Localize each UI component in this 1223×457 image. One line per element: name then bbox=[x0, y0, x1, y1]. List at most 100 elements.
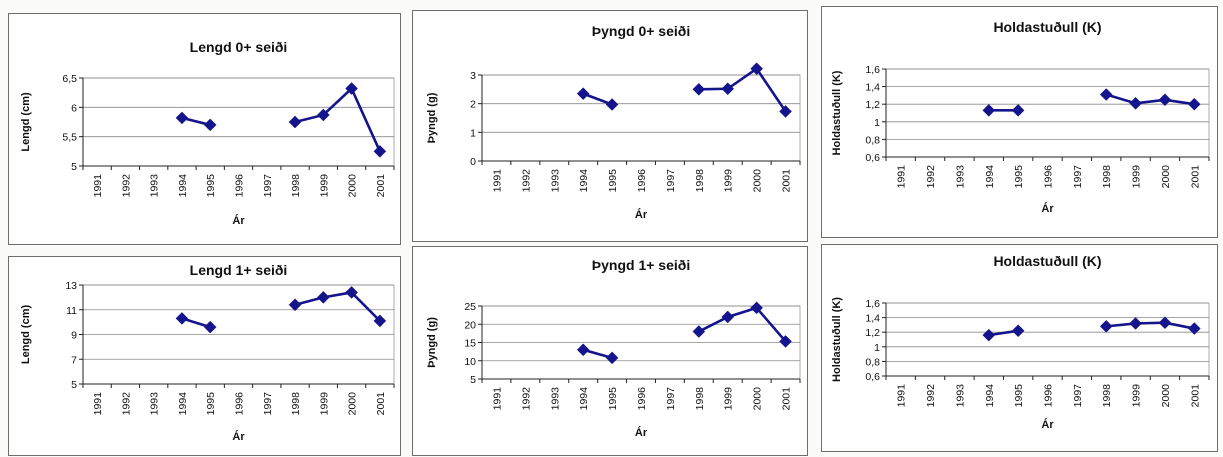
data-point bbox=[1011, 104, 1025, 117]
y-tick-label: 20 bbox=[464, 319, 476, 331]
x-tick-label: 1991 bbox=[92, 392, 104, 416]
x-tick-label: 1992 bbox=[925, 384, 937, 408]
x-axis-title: Ár bbox=[635, 426, 648, 439]
y-tick-label: 1,4 bbox=[865, 313, 880, 325]
chart-title: Lengd 1+ seiði bbox=[190, 262, 288, 278]
series-line bbox=[1105, 93, 1195, 106]
data-point bbox=[779, 105, 792, 118]
data-point bbox=[1187, 322, 1201, 335]
plot-area bbox=[481, 74, 801, 162]
x-tick-label: 1993 bbox=[149, 392, 161, 416]
x-tick-label: 1991 bbox=[896, 165, 908, 189]
data-point bbox=[345, 286, 358, 299]
y-tick-label: 5 bbox=[71, 161, 77, 173]
y-tick-label: 1 bbox=[874, 342, 880, 354]
y-tick-label: 1,4 bbox=[865, 82, 880, 94]
data-point bbox=[692, 82, 706, 96]
data-point bbox=[175, 111, 189, 125]
data-point bbox=[175, 312, 189, 325]
x-tick-label: 1992 bbox=[120, 174, 132, 198]
y-axis-title: Lengd (cm) bbox=[20, 92, 32, 152]
x-tick-label: 1992 bbox=[120, 392, 132, 416]
x-tick-label: 2000 bbox=[1160, 384, 1172, 408]
x-tick-label: 2000 bbox=[1160, 165, 1172, 189]
x-tick-label: 1995 bbox=[1013, 165, 1025, 189]
y-tick-label: 9 bbox=[71, 330, 77, 342]
x-tick-label: 2001 bbox=[781, 169, 793, 193]
y-axis-title: Þyngd (g) bbox=[426, 92, 438, 143]
y-tick-label: 1,6 bbox=[865, 298, 880, 310]
x-tick-label: 1997 bbox=[665, 169, 677, 193]
chart-lengd-0: Lengd 0+ seiði 5 5,5 6 6,5 1991 1992 1993 1994 19… bbox=[20, 39, 395, 227]
x-tick-label: 1993 bbox=[954, 165, 966, 189]
data-point bbox=[576, 343, 590, 357]
series-line bbox=[698, 66, 787, 113]
y-tick-label: 10 bbox=[464, 356, 476, 368]
data-point bbox=[605, 98, 619, 111]
y-tick-label: 6,5 bbox=[62, 73, 77, 85]
x-tick-label: 1995 bbox=[205, 174, 217, 198]
series-line bbox=[698, 306, 787, 343]
x-tick-label: 1993 bbox=[549, 169, 561, 193]
y-axis-title: Þyngd (g) bbox=[426, 317, 438, 368]
y-tick-label: 0,8 bbox=[865, 134, 880, 146]
y-tick-label: 1 bbox=[874, 117, 880, 129]
x-tick-label: 1996 bbox=[234, 174, 246, 198]
data-point bbox=[779, 335, 792, 348]
x-tick-label: 1995 bbox=[205, 392, 217, 416]
x-tick-label: 1996 bbox=[636, 169, 648, 193]
chart-thyngd-0: Þyngd 0+ seiði 0 1 2 3 1991 1992 1993 1994 1995 19… bbox=[426, 23, 801, 221]
x-tick-label: 1991 bbox=[491, 169, 503, 193]
x-tick-label: 1996 bbox=[636, 387, 648, 411]
y-tick-label: 6 bbox=[71, 102, 77, 114]
x-tick-label: 2000 bbox=[347, 392, 359, 416]
chart-title: Holdastuðull (K) bbox=[993, 19, 1101, 35]
x-tick-label: 1992 bbox=[520, 169, 532, 193]
series-line bbox=[294, 86, 382, 152]
data-point bbox=[1011, 324, 1025, 338]
x-tick-label: 1994 bbox=[578, 169, 590, 193]
y-tick-label: 15 bbox=[464, 338, 476, 350]
y-axis-title: Holdastuðull (K) bbox=[831, 70, 843, 155]
x-tick-label: 1998 bbox=[1101, 384, 1113, 408]
x-tick-label: 1993 bbox=[149, 174, 161, 198]
x-tick-label: 1999 bbox=[318, 392, 330, 416]
y-tick-label: 1,6 bbox=[865, 64, 880, 76]
x-tick-label: 1996 bbox=[1043, 384, 1055, 408]
data-point bbox=[373, 314, 387, 328]
x-tick-label: 1997 bbox=[1072, 384, 1084, 408]
y-tick-label: 11 bbox=[66, 305, 77, 317]
data-point bbox=[345, 82, 358, 95]
x-tick-label: 1995 bbox=[1013, 384, 1025, 408]
plot-area bbox=[885, 302, 1210, 377]
data-point bbox=[373, 144, 387, 158]
chart-panel-lengd-0: Lengd 0+ seiði 5 5,5 6 6,5 1991 1992 1993 1994 19… bbox=[8, 13, 401, 245]
x-tick-label: 1994 bbox=[177, 392, 189, 416]
chart-lengd-1: Lengd 1+ seiði 5 7 9 11 13 1991 1992 1993 1994 199… bbox=[20, 262, 395, 443]
y-tick-label: 5 bbox=[71, 379, 77, 391]
chart-panel-holdastudull-1: Holdastuðull (K) 0,6 0,8 1 1,2 1,4 1,6 1991 1992… bbox=[821, 244, 1218, 452]
chart-title: Lengd 0+ seiði bbox=[190, 39, 288, 55]
x-tick-label: 1997 bbox=[665, 387, 677, 411]
y-axis-title: Holdastuðull (K) bbox=[831, 297, 843, 382]
x-tick-label: 1998 bbox=[1101, 165, 1113, 189]
chart-holdastudull-1: Holdastuðull (K) 0,6 0,8 1 1,2 1,4 1,6 1991 1992… bbox=[831, 253, 1210, 431]
x-tick-label: 1999 bbox=[1131, 384, 1143, 408]
x-tick-label: 2001 bbox=[781, 387, 793, 411]
data-point bbox=[721, 310, 735, 324]
x-axis-title: Ár bbox=[232, 430, 245, 443]
chart-title: Þyngd 0+ seiði bbox=[592, 23, 690, 39]
data-point bbox=[203, 320, 217, 334]
x-tick-label: 2001 bbox=[375, 174, 387, 198]
y-tick-label: 1 bbox=[470, 127, 476, 139]
x-tick-label: 1997 bbox=[262, 392, 274, 416]
x-tick-label: 1993 bbox=[954, 384, 966, 408]
x-tick-label: 1992 bbox=[520, 387, 532, 411]
x-tick-label: 1991 bbox=[92, 174, 104, 198]
x-tick-label: 2000 bbox=[752, 169, 764, 193]
data-point bbox=[982, 104, 996, 117]
x-tick-label: 1991 bbox=[491, 387, 503, 411]
data-point bbox=[750, 62, 763, 76]
x-tick-label: 1998 bbox=[290, 174, 302, 198]
data-point bbox=[1129, 317, 1142, 330]
